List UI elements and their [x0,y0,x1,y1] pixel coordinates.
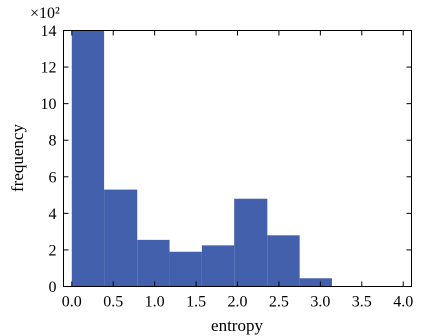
y-axis-title: frequency [8,124,27,192]
histogram-bar [299,278,332,287]
x-tick-label: 2.5 [269,294,289,311]
y-tick-label: 6 [49,169,57,186]
histogram-bar [104,189,138,287]
y-tick-label: 10 [41,96,57,113]
y-tick-label: 0 [49,279,57,296]
y-tick-label: 12 [41,60,57,77]
y-multiplier-label: ×10² [30,5,60,22]
x-tick-label: 0.5 [103,294,123,311]
x-tick-label: 2.0 [228,294,248,311]
histogram-bar [137,239,170,287]
x-axis-title: entropy [211,316,263,335]
x-tick-label: 3.5 [352,294,372,311]
y-tick-label: 4 [49,206,57,223]
x-tick-label: 4.0 [393,294,413,311]
x-tick-label: 1.0 [145,294,165,311]
ticks-group: 0.0 0.5 1.0 1.5 2.0 2.5 3.0 3.5 4.0 0 2 4 6 8 10 12 14 [41,23,414,311]
y-tick-label: 14 [41,23,57,40]
histogram-bar [169,251,202,287]
x-tick-label: 3.0 [310,294,330,311]
histogram-bar [234,198,268,287]
y-tick-label: 8 [49,133,57,150]
y-tick-label: 2 [49,242,57,259]
x-tick-label: 1.5 [186,294,206,311]
histogram-bar [71,30,105,287]
bars-group [71,30,332,287]
histogram-bar [267,235,300,287]
histogram-bar [201,245,235,287]
x-tick-label: 0.0 [62,294,82,311]
